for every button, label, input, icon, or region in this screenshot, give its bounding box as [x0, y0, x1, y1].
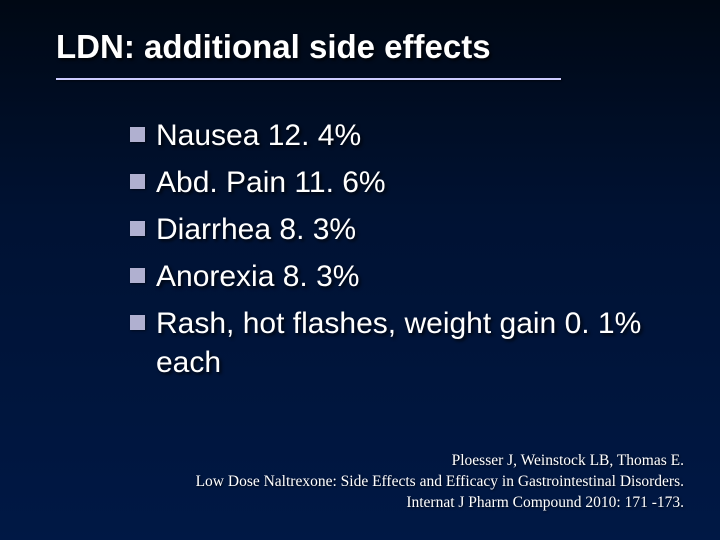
- bullet-text: Abd. Pain 11. 6%: [156, 163, 386, 202]
- list-item: Anorexia 8. 3%: [130, 257, 670, 296]
- bullet-icon: [130, 315, 145, 330]
- bullet-icon: [130, 174, 145, 189]
- bullet-text: Nausea 12. 4%: [156, 116, 361, 155]
- bullet-text: Diarrhea 8. 3%: [156, 210, 356, 249]
- citation: Ploesser J, Weinstock LB, Thomas E. Low …: [196, 451, 684, 514]
- slide-title: LDN: additional side effects: [56, 28, 720, 66]
- title-container: LDN: additional side effects: [0, 0, 720, 76]
- list-item: Diarrhea 8. 3%: [130, 210, 670, 249]
- citation-line: Low Dose Naltrexone: Side Effects and Ef…: [196, 472, 684, 493]
- citation-line: Ploesser J, Weinstock LB, Thomas E.: [196, 451, 684, 472]
- bullet-icon: [130, 127, 145, 142]
- bullet-text: Rash, hot flashes, weight gain 0. 1% eac…: [156, 304, 670, 382]
- list-item: Rash, hot flashes, weight gain 0. 1% eac…: [130, 304, 670, 382]
- bullet-icon: [130, 268, 145, 283]
- bullet-text: Anorexia 8. 3%: [156, 257, 359, 296]
- citation-line: Internat J Pharm Compound 2010: 171 -173…: [196, 493, 684, 514]
- bullet-icon: [130, 221, 145, 236]
- list-item: Nausea 12. 4%: [130, 116, 670, 155]
- list-item: Abd. Pain 11. 6%: [130, 163, 670, 202]
- content-area: Nausea 12. 4% Abd. Pain 11. 6% Diarrhea …: [0, 80, 720, 382]
